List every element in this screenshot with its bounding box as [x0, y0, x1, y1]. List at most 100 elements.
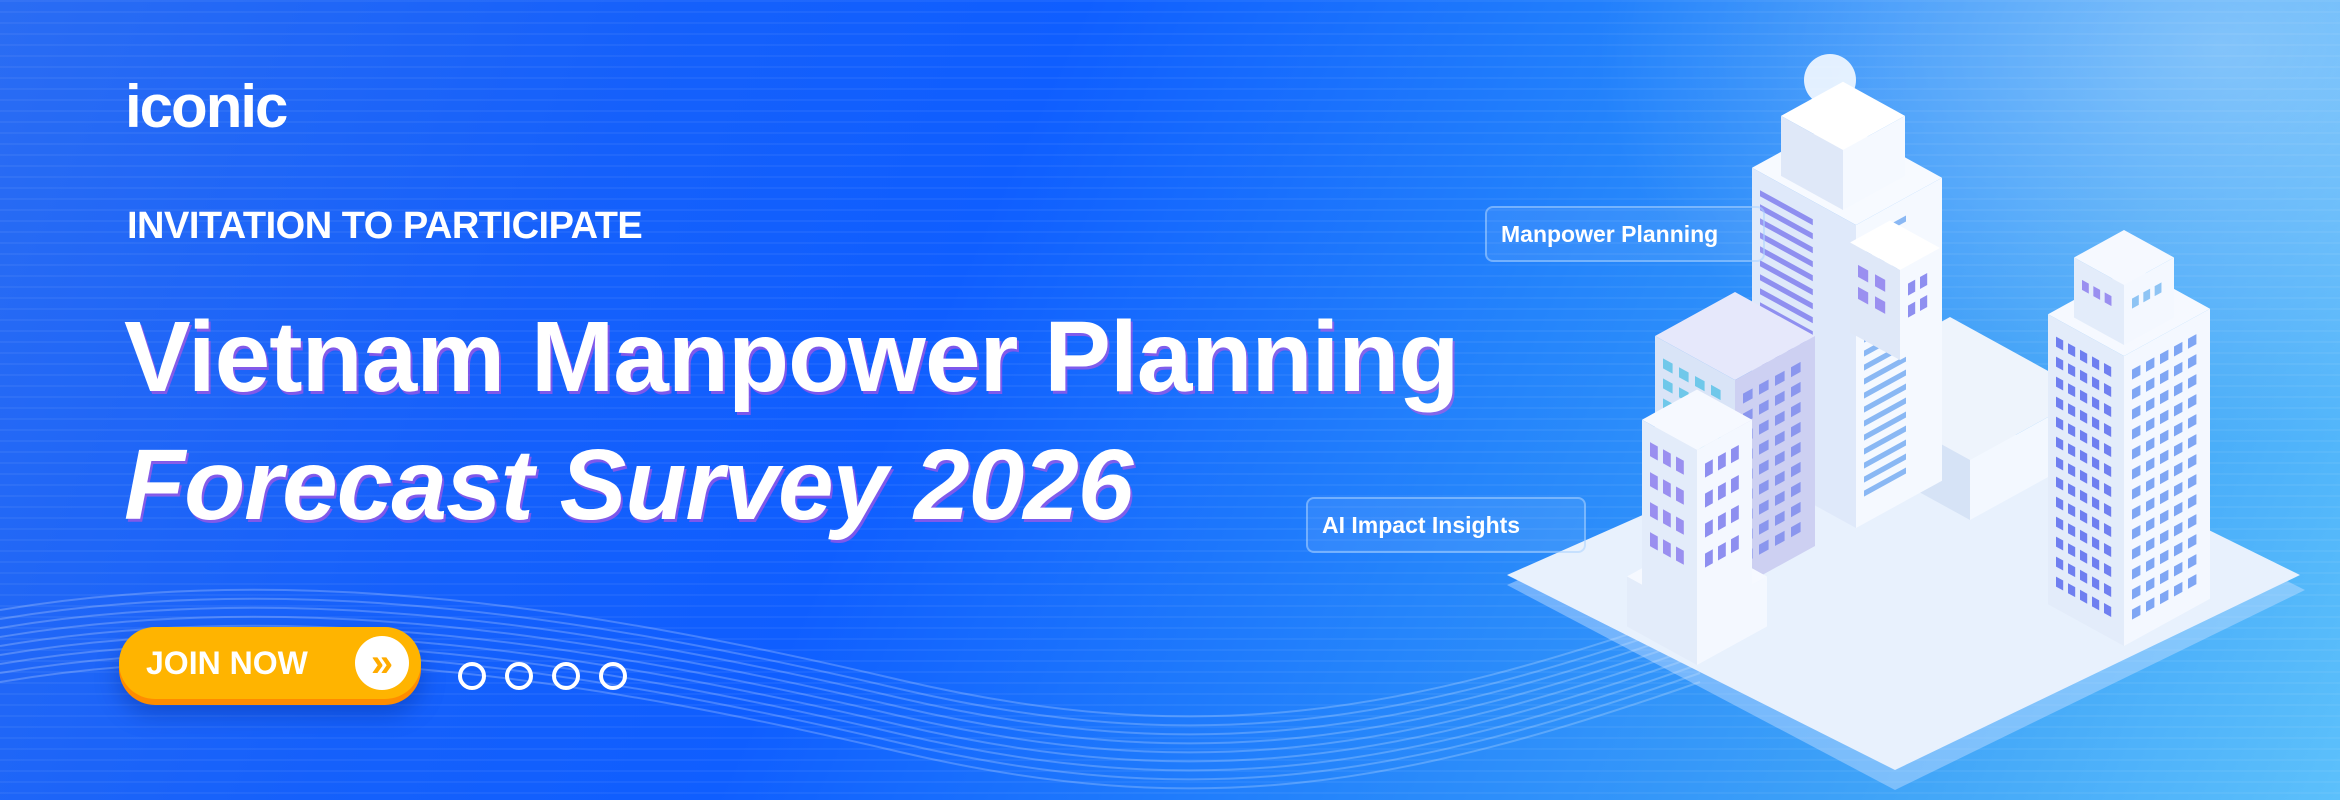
- window: [1760, 288, 1813, 324]
- window: [1663, 449, 1671, 468]
- window: [1650, 472, 1658, 491]
- title-line-1: Vietnam Manpower Planning: [124, 301, 1459, 413]
- window: [1920, 273, 1928, 289]
- window: [1864, 411, 1906, 441]
- window: [2080, 369, 2088, 384]
- carousel-dot[interactable]: [599, 662, 627, 690]
- window: [2154, 282, 2162, 297]
- window: [2104, 443, 2112, 457]
- window: [2188, 514, 2197, 529]
- window: [2092, 416, 2100, 431]
- window: [1705, 459, 1713, 478]
- right-tower-cap-left-face: [2074, 257, 2124, 345]
- window: [2056, 516, 2064, 531]
- window: [2104, 503, 2112, 517]
- window: [2104, 383, 2112, 397]
- window: [2092, 376, 2100, 391]
- window: [2068, 543, 2076, 558]
- window: [1858, 264, 1869, 283]
- window: [1759, 419, 1769, 435]
- window: [2092, 456, 2100, 471]
- window: [2068, 483, 2076, 498]
- window: [2068, 443, 2076, 458]
- window: [1908, 279, 1916, 296]
- window: [2160, 349, 2169, 365]
- window: [2068, 503, 2076, 518]
- window: [2188, 574, 2197, 589]
- join-now-label: JOIN NOW: [146, 644, 308, 681]
- window: [1650, 502, 1658, 521]
- window: [2160, 509, 2169, 525]
- iconic-logo[interactable]: iconic: [125, 73, 288, 140]
- tower-cap-left-face: [1781, 115, 1843, 210]
- window: [2080, 569, 2088, 584]
- window: [2160, 429, 2169, 445]
- window: [2188, 454, 2197, 469]
- window: [1650, 532, 1658, 551]
- window: [2143, 288, 2151, 303]
- window: [1760, 246, 1813, 282]
- window: [2056, 496, 2064, 511]
- wave-line: [0, 588, 1701, 718]
- tower-cap-roof: [1781, 81, 1905, 150]
- window: [2132, 444, 2141, 460]
- window: [2093, 286, 2101, 300]
- window: [2080, 489, 2088, 504]
- window: [2080, 349, 2088, 364]
- window: [2132, 584, 2141, 600]
- window: [1864, 425, 1906, 455]
- window: [1650, 442, 1658, 461]
- window: [1864, 355, 1906, 385]
- window: [1759, 479, 1769, 495]
- tag-ai-impact-insights: AI Impact Insights: [1306, 497, 1586, 553]
- window: [2188, 534, 2197, 549]
- window: [2092, 396, 2100, 411]
- carousel-dot[interactable]: [458, 662, 486, 690]
- window: [1676, 516, 1684, 535]
- window: [1760, 232, 1813, 268]
- window: [2174, 361, 2183, 377]
- window: [2132, 524, 2141, 540]
- window: [2092, 476, 2100, 491]
- window: [2056, 356, 2064, 371]
- window: [2092, 536, 2100, 551]
- carousel-dots: [458, 662, 627, 690]
- carousel-dot[interactable]: [552, 662, 580, 690]
- window: [1864, 467, 1906, 497]
- wave-line: [0, 624, 1701, 754]
- window: [2132, 484, 2141, 500]
- window: [2104, 563, 2112, 577]
- window: [2146, 577, 2155, 592]
- window: [2132, 604, 2141, 620]
- window: [1775, 470, 1785, 486]
- window: [1760, 190, 1813, 226]
- window: [1759, 499, 1769, 515]
- window: [1705, 519, 1713, 538]
- window: [2132, 504, 2141, 520]
- wave-line: [0, 606, 1701, 736]
- window: [1676, 486, 1684, 505]
- window: [2160, 569, 2169, 585]
- sun-sparkle: [1804, 54, 1856, 106]
- window: [1760, 204, 1813, 240]
- carousel-dot[interactable]: [505, 662, 533, 690]
- window: [2132, 464, 2141, 480]
- window: [1864, 369, 1906, 399]
- window: [1775, 450, 1785, 466]
- window: [2080, 509, 2088, 524]
- title-line-2: Forecast Survey 2026: [124, 429, 1133, 541]
- window: [1775, 410, 1785, 426]
- window: [2160, 589, 2169, 605]
- window: [1858, 286, 1869, 305]
- window: [1775, 390, 1785, 406]
- window: [2188, 394, 2197, 409]
- window: [2146, 417, 2155, 432]
- window: [1864, 397, 1906, 427]
- tag-manpower-planning: Manpower Planning: [1485, 206, 1765, 262]
- window: [2188, 374, 2197, 389]
- window: [2104, 583, 2112, 597]
- join-now-button[interactable]: JOIN NOW »: [119, 627, 421, 699]
- window: [2068, 523, 2076, 538]
- window: [1676, 456, 1684, 475]
- window: [2056, 376, 2064, 391]
